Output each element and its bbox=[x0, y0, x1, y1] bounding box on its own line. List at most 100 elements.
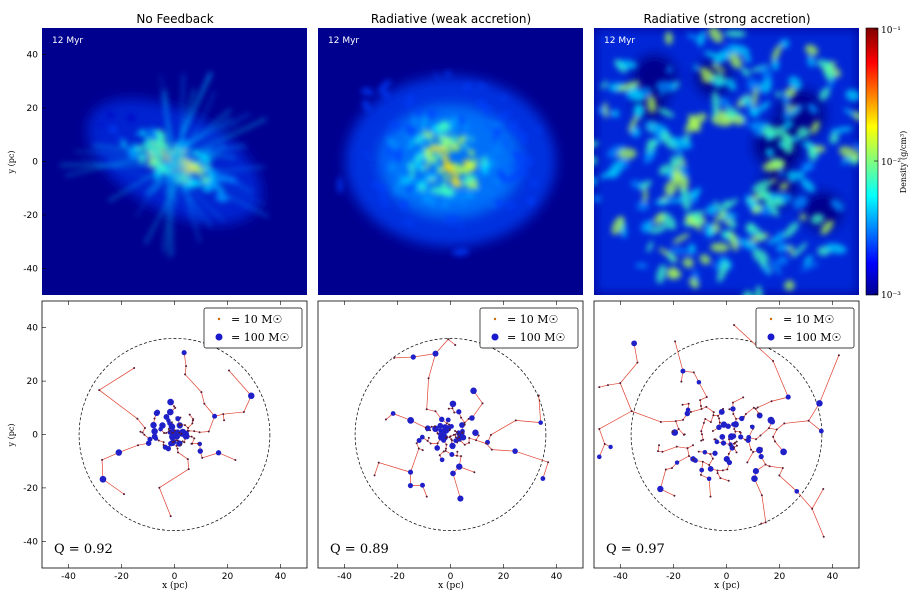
density-filament bbox=[424, 195, 437, 207]
density-filament bbox=[781, 121, 794, 131]
star-point bbox=[700, 404, 703, 407]
star-point bbox=[775, 428, 778, 431]
star-point bbox=[718, 409, 725, 415]
star-point bbox=[716, 414, 719, 417]
star-point bbox=[709, 421, 712, 424]
star-point bbox=[469, 415, 475, 421]
star-point bbox=[718, 417, 721, 420]
star-point bbox=[733, 324, 736, 327]
mst-edge bbox=[137, 418, 146, 429]
mst-edge bbox=[665, 467, 673, 470]
star-point bbox=[222, 413, 225, 416]
density-filament bbox=[408, 163, 412, 169]
density-filament bbox=[769, 191, 778, 201]
density-streak bbox=[170, 156, 173, 188]
star-point bbox=[760, 522, 763, 525]
star-point bbox=[449, 435, 452, 438]
star-point bbox=[711, 457, 714, 460]
star-point bbox=[608, 444, 613, 450]
star-point bbox=[187, 429, 190, 432]
star-point bbox=[223, 419, 226, 422]
star-point bbox=[242, 410, 245, 413]
mst-edge bbox=[633, 343, 638, 363]
star-point bbox=[689, 411, 692, 414]
star-point bbox=[433, 425, 436, 428]
star-point bbox=[658, 444, 661, 447]
star-point bbox=[687, 402, 690, 405]
star-point bbox=[450, 470, 456, 477]
mst-edge bbox=[413, 353, 436, 358]
mst-edge bbox=[538, 395, 542, 423]
density-filament bbox=[741, 290, 754, 295]
star-point bbox=[438, 454, 441, 457]
mst-edge bbox=[687, 448, 690, 457]
density-streak bbox=[145, 157, 176, 195]
x-axis-label-3: x (pc) bbox=[714, 580, 740, 591]
density-filament bbox=[655, 80, 677, 93]
star-point bbox=[473, 471, 476, 474]
density-filament bbox=[425, 177, 429, 182]
mst-edge bbox=[184, 366, 187, 375]
star-point bbox=[781, 467, 784, 470]
star-point bbox=[772, 435, 775, 438]
panel-title-1: No Feedback bbox=[136, 12, 213, 26]
star-point bbox=[145, 440, 152, 446]
star-point bbox=[454, 436, 457, 439]
star-point bbox=[720, 440, 727, 446]
star-point bbox=[167, 408, 174, 416]
mst-edge bbox=[208, 416, 215, 432]
star-point bbox=[186, 458, 189, 461]
density-filament bbox=[792, 195, 808, 209]
mst-edge bbox=[515, 420, 541, 423]
star-point bbox=[162, 444, 168, 450]
star-point bbox=[101, 458, 104, 461]
mst-edge bbox=[779, 475, 798, 492]
density-filament bbox=[639, 180, 652, 190]
mst-edge bbox=[448, 338, 456, 346]
density-filament bbox=[788, 245, 795, 256]
star-point bbox=[744, 413, 747, 416]
star-point bbox=[716, 424, 722, 431]
density-filament bbox=[783, 221, 799, 238]
star-point bbox=[163, 413, 170, 420]
density-filament bbox=[677, 163, 689, 177]
density-filament bbox=[436, 163, 441, 173]
density-filament bbox=[782, 105, 788, 121]
density-filament bbox=[830, 126, 853, 134]
mst-edge bbox=[199, 431, 209, 433]
star-point bbox=[754, 407, 757, 410]
colorbar-label: Density (g/cm³) bbox=[899, 131, 908, 194]
star-point bbox=[456, 463, 463, 470]
star-point bbox=[444, 447, 447, 450]
star-point bbox=[193, 437, 196, 440]
density-panel-2: 12 Myr bbox=[318, 28, 583, 295]
mst-edge bbox=[631, 410, 661, 423]
density-filament bbox=[657, 107, 675, 118]
density-filament bbox=[441, 182, 449, 197]
star-point bbox=[459, 422, 465, 428]
q-label-3: Q = 0.97 bbox=[606, 542, 665, 557]
density-filament bbox=[449, 214, 457, 221]
density-streak bbox=[164, 149, 181, 255]
density-filament bbox=[802, 141, 812, 148]
legend-label-large: = 100 M☉ bbox=[507, 331, 565, 344]
density-filament bbox=[713, 80, 727, 88]
density-filament bbox=[446, 162, 455, 176]
star-point bbox=[172, 431, 175, 434]
star-point bbox=[727, 452, 730, 455]
density-filament bbox=[479, 101, 485, 109]
density-filament bbox=[741, 95, 752, 107]
density-filament bbox=[537, 126, 541, 133]
density-filament bbox=[219, 193, 224, 201]
density-streak bbox=[168, 134, 173, 159]
density-filament bbox=[756, 101, 771, 113]
density-filament bbox=[461, 174, 477, 184]
density-filament bbox=[512, 149, 524, 164]
density-filament bbox=[387, 137, 399, 150]
star-point bbox=[681, 403, 684, 406]
q-label-2: Q = 0.89 bbox=[330, 542, 389, 557]
x-tick-label: -40 bbox=[337, 572, 352, 582]
star-point bbox=[700, 430, 703, 433]
star-point bbox=[734, 430, 737, 433]
star-point bbox=[768, 465, 771, 468]
